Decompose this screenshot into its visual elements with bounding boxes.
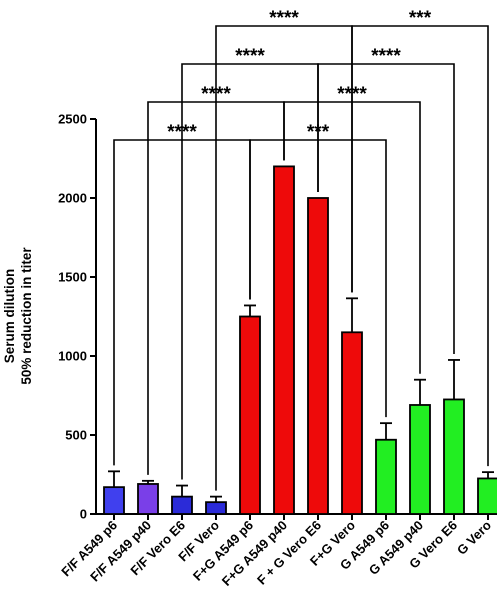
bar xyxy=(443,398,465,515)
significance-label: **** xyxy=(337,84,367,105)
axes xyxy=(90,118,497,520)
y-tick-label: 500 xyxy=(65,428,87,443)
significance-bracket xyxy=(317,63,455,354)
bars xyxy=(103,165,497,515)
bar xyxy=(273,165,295,515)
bar xyxy=(375,438,397,515)
bar xyxy=(477,477,497,515)
bar xyxy=(239,315,261,515)
bar xyxy=(171,495,193,515)
significance-label: **** xyxy=(167,122,197,143)
significance-label: *** xyxy=(307,122,330,143)
significance-label: **** xyxy=(235,46,265,67)
bar xyxy=(409,404,431,515)
bar xyxy=(103,486,125,515)
y-tick-label: 2500 xyxy=(58,112,87,127)
significance-label: **** xyxy=(371,46,401,67)
y-axis-label: 50% reduction in titer xyxy=(19,247,34,385)
y-tick-label: 1000 xyxy=(58,349,87,364)
significance-label: **** xyxy=(269,8,299,29)
y-axis-label: Serum dilution xyxy=(2,269,17,364)
significance-brackets xyxy=(113,25,489,491)
x-tick-label: G Vero xyxy=(454,517,494,557)
bar xyxy=(307,197,329,515)
bar xyxy=(205,501,227,515)
bar xyxy=(137,483,159,515)
bar xyxy=(341,331,363,515)
y-tick-label: 2000 xyxy=(58,191,87,206)
y-tick-label: 1500 xyxy=(58,270,87,285)
significance-bracket xyxy=(351,25,489,467)
significance-label: **** xyxy=(201,84,231,105)
significance-label: *** xyxy=(409,8,432,29)
y-tick-label: 0 xyxy=(80,507,87,522)
